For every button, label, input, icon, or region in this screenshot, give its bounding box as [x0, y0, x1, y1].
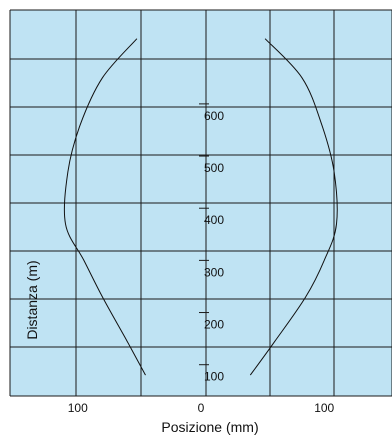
y-tick-label: 200 [204, 318, 224, 332]
y-tick-label: 400 [204, 213, 224, 227]
y-tick-label: 600 [204, 109, 224, 123]
y-axis-label: Distanza (m) [24, 260, 40, 339]
x-axis-label: Posizione (mm) [161, 419, 258, 435]
series-group [63, 38, 338, 376]
x-tick-labels: 100 0 100 [68, 401, 335, 415]
y-tick-label: 500 [204, 161, 224, 175]
y-tick-label: 100 [204, 370, 224, 384]
x-tick-label: 100 [68, 401, 88, 415]
x-tick-label: 0 [198, 401, 205, 415]
y-tick-labels: 100 200 300 400 500 600 [204, 109, 224, 384]
right-boundary-line [249, 38, 338, 376]
x-tick-label: 100 [314, 401, 334, 415]
left-boundary-line [63, 38, 146, 376]
y-tick-label: 300 [204, 265, 224, 279]
grid [9, 9, 392, 397]
